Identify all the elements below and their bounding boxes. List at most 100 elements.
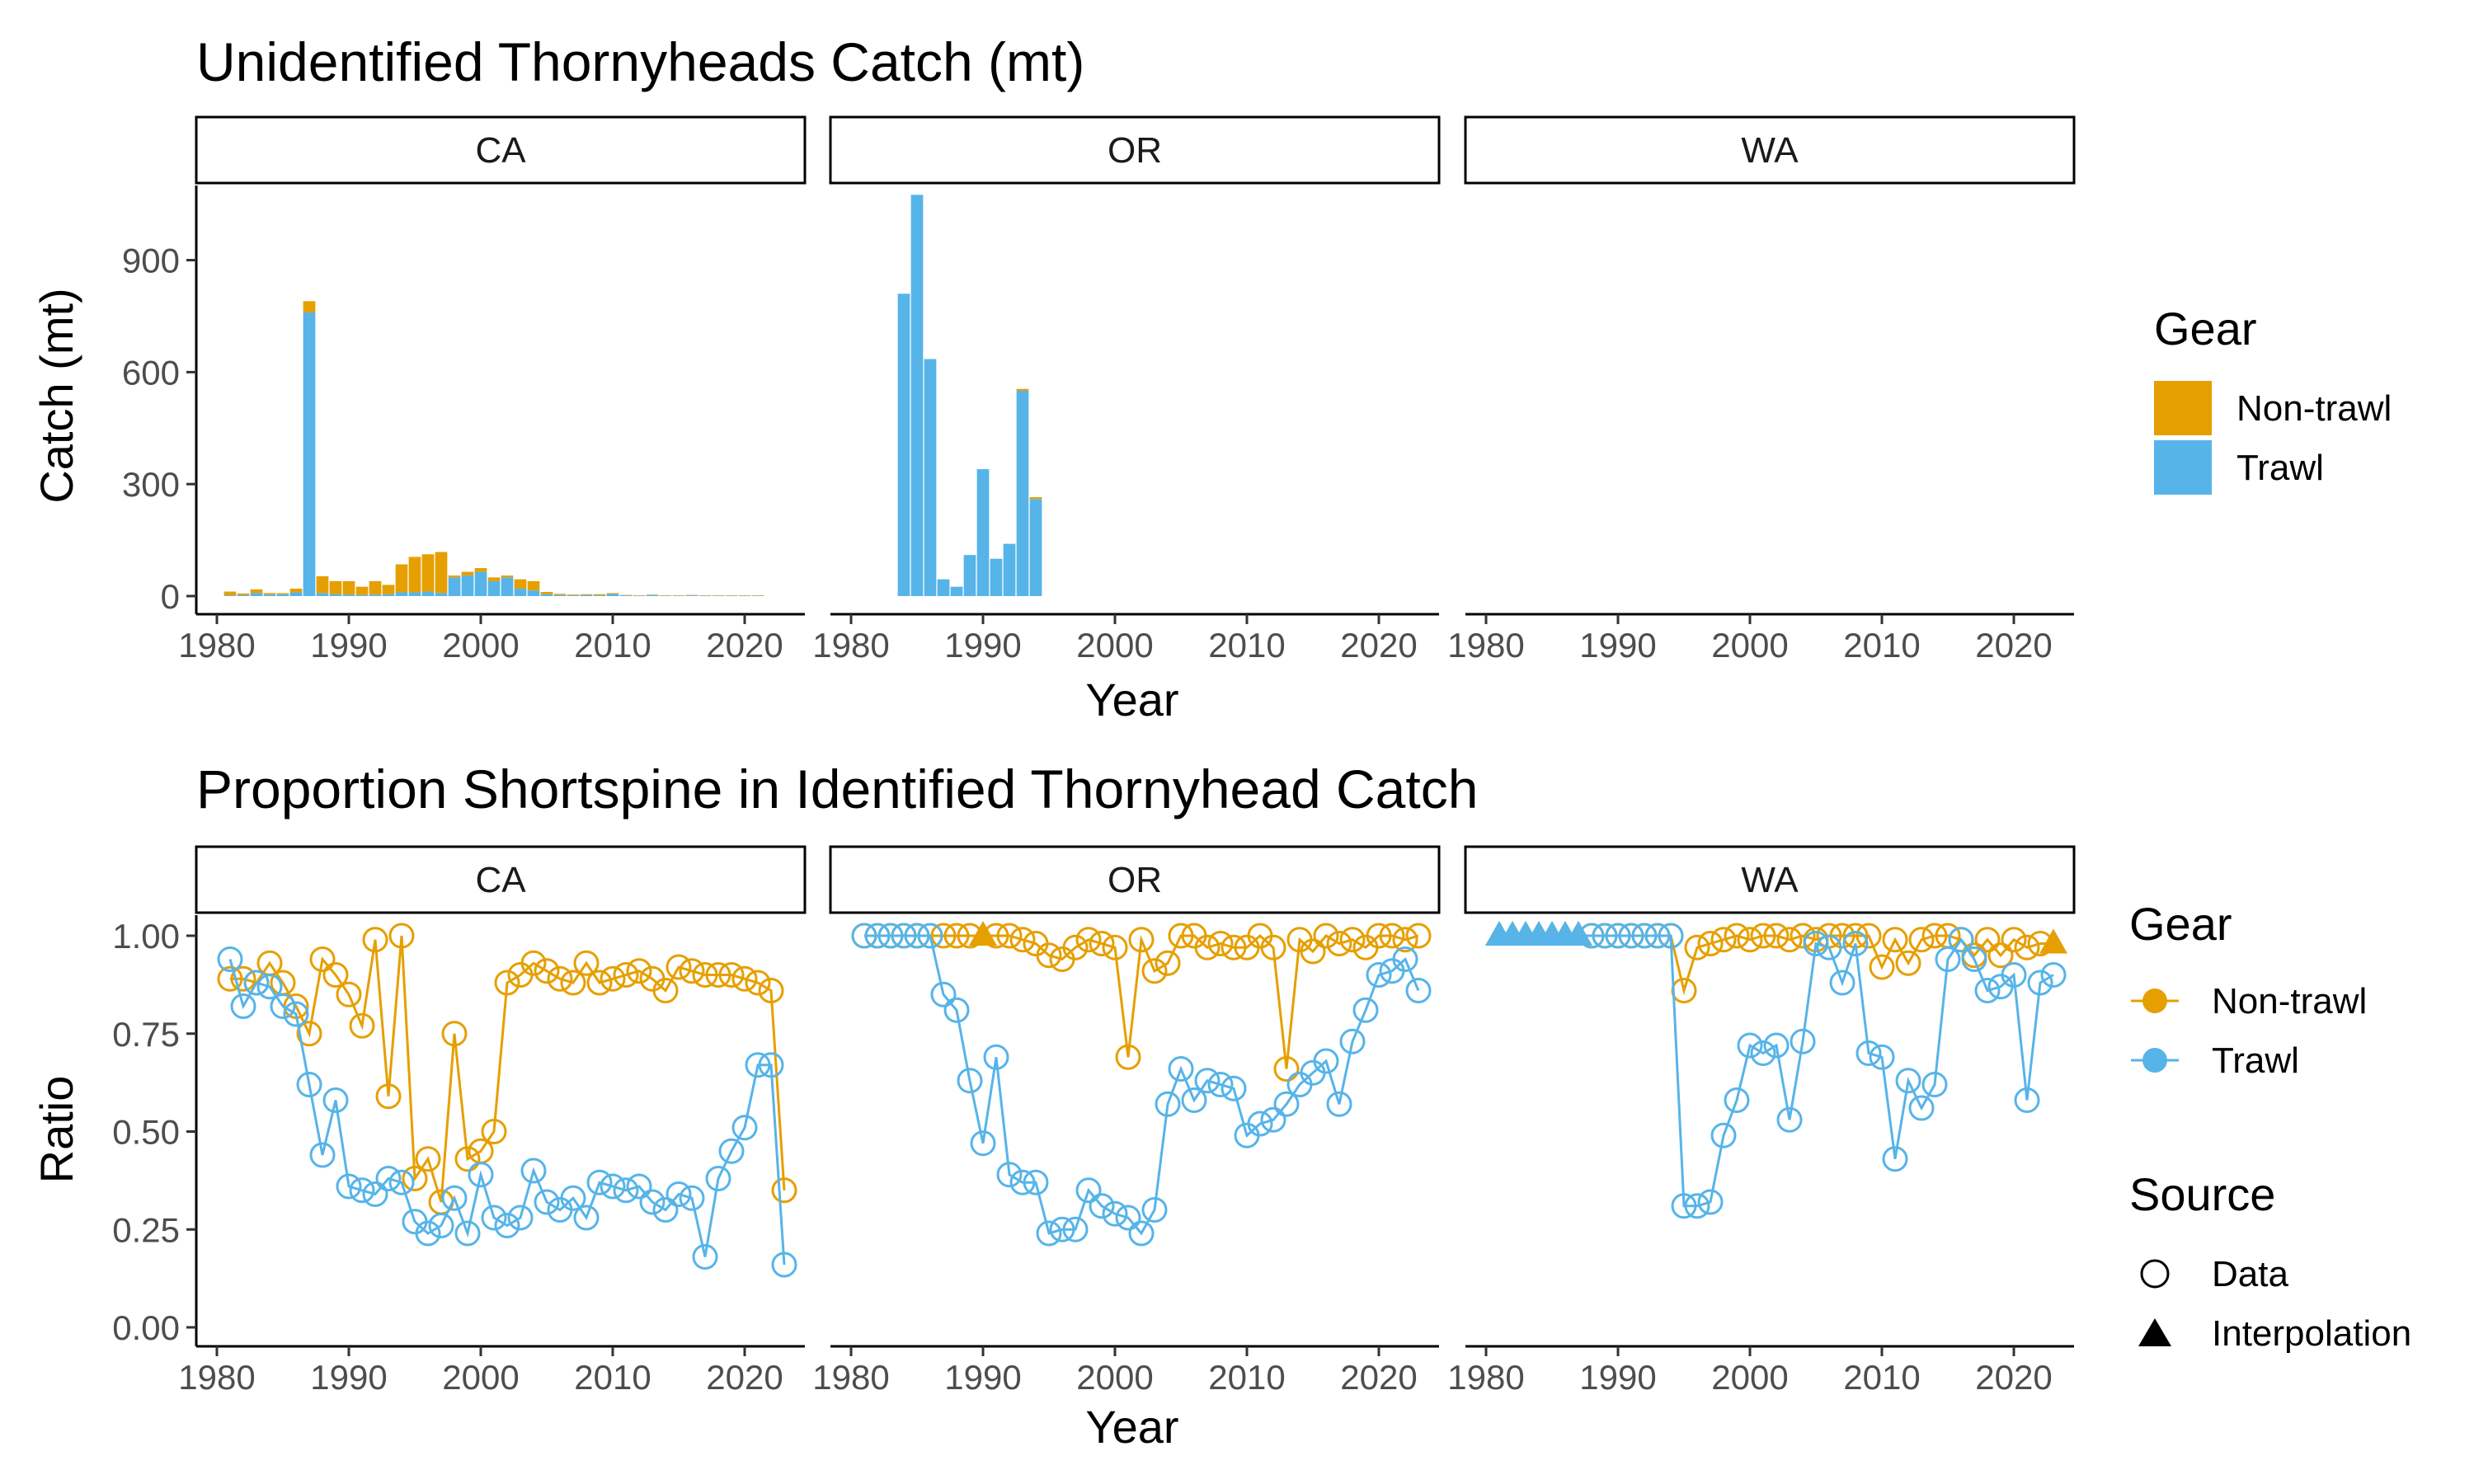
point-data-trawl-ca-2014 xyxy=(652,1197,679,1223)
y-tick-label: 0.75 xyxy=(112,1015,180,1054)
legend-key-non-trawl-bar xyxy=(2154,381,2212,435)
point-data-non-trawl-ca-1982 xyxy=(230,965,256,992)
bar-non-trawl-ca-2007 xyxy=(567,594,580,596)
point-data-trawl-wa-2013 xyxy=(1908,1095,1935,1121)
legend-key-data-circle xyxy=(2140,1259,2170,1289)
x-tick-label: 1980 xyxy=(178,1358,255,1397)
bar-non-trawl-ca-2008 xyxy=(580,594,593,595)
bar-trawl-ca-2003 xyxy=(514,588,527,596)
strip-or xyxy=(829,115,1441,185)
x-tick-label: 2000 xyxy=(1076,626,1153,665)
point-data-non-trawl-ca-2004 xyxy=(520,950,547,976)
bar-trawl-ca-2011 xyxy=(619,595,633,596)
point-data-trawl-ca-1987 xyxy=(296,1072,322,1097)
x-tick-label: 2000 xyxy=(1711,1358,1788,1397)
strip-wa xyxy=(1464,115,2076,185)
point-data-trawl-ca-1986 xyxy=(283,1001,309,1027)
catch-chart-title: Unidentified Thornyheads Catch (mt) xyxy=(196,31,1084,92)
point-data-non-trawl-or-2015 xyxy=(1300,938,1326,965)
point-data-trawl-or-2013 xyxy=(1273,1091,1300,1117)
point-data-non-trawl-or-2013 xyxy=(1273,1056,1300,1082)
x-tick-label: 2010 xyxy=(574,1358,651,1397)
bar-trawl-ca-2009 xyxy=(593,595,606,596)
point-data-trawl-ca-1999 xyxy=(454,1220,481,1247)
point-data-trawl-ca-2022 xyxy=(758,1052,784,1078)
point-data-trawl-or-2016 xyxy=(1313,1048,1339,1074)
bar-trawl-ca-2002 xyxy=(501,577,514,596)
point-interpolation-non-trawl-wa-2023 xyxy=(2039,928,2067,954)
point-data-trawl-ca-2008 xyxy=(573,1205,600,1231)
point-data-non-trawl-wa-2000 xyxy=(1737,927,1763,953)
bar-trawl-ca-1996 xyxy=(421,591,435,596)
point-data-non-trawl-or-1992 xyxy=(996,923,1023,949)
point-data-non-trawl-or-2009 xyxy=(1221,934,1247,960)
point-data-non-trawl-or-2016 xyxy=(1313,923,1339,949)
bar-non-trawl-ca-1991 xyxy=(355,586,369,595)
point-data-non-trawl-ca-1993 xyxy=(375,1083,402,1110)
point-data-trawl-ca-1992 xyxy=(362,1181,388,1207)
strip-label-or: OR xyxy=(1108,860,1162,900)
bar-non-trawl-ca-2009 xyxy=(593,594,606,596)
bar-trawl-ca-1984 xyxy=(263,594,276,596)
bar-trawl-ca-2001 xyxy=(487,580,501,596)
point-data-non-trawl-or-1993 xyxy=(1009,927,1036,953)
point-data-non-trawl-ca-2011 xyxy=(613,962,639,988)
point-data-trawl-wa-2012 xyxy=(1895,1068,1921,1094)
x-tick-label: 2000 xyxy=(442,626,519,665)
x-tick-label: 2020 xyxy=(1340,626,1417,665)
ratio-y-axis-title: Ratio xyxy=(31,1076,82,1184)
gear-legend-title: Gear xyxy=(2154,303,2257,355)
point-data-trawl-wa-2007 xyxy=(1829,970,1856,996)
point-data-non-trawl-ca-2012 xyxy=(626,958,652,984)
point-data-trawl-or-1995 xyxy=(1036,1220,1062,1247)
bar-non-trawl-ca-1997 xyxy=(435,552,448,594)
point-data-non-trawl-ca-2005 xyxy=(534,958,560,984)
bar-non-trawl-ca-2003 xyxy=(514,579,527,589)
point-data-trawl-ca-1997 xyxy=(428,1213,454,1238)
bar-trawl-ca-2000 xyxy=(474,571,487,596)
point-data-trawl-wa-2018 xyxy=(1974,978,2001,1003)
point-data-trawl-wa-1999 xyxy=(1724,1087,1750,1113)
point-data-non-trawl-wa-2018 xyxy=(1974,927,2001,953)
point-data-non-trawl-or-2008 xyxy=(1207,931,1234,956)
x-tick-label: 1980 xyxy=(812,626,889,665)
point-data-trawl-or-2006 xyxy=(1181,1087,1207,1113)
point-data-trawl-ca-2010 xyxy=(600,1173,626,1200)
bar-trawl-ca-2016 xyxy=(685,595,698,596)
point-data-non-trawl-or-1995 xyxy=(1036,942,1062,969)
bar-non-trawl-ca-1981 xyxy=(223,591,237,596)
x-tick-label: 2010 xyxy=(1208,626,1285,665)
legend-label-non-trawl: Non-trawl xyxy=(2236,388,2392,429)
x-tick-label: 2020 xyxy=(1975,626,2052,665)
y-tick-label: 0 xyxy=(161,577,180,616)
bar-trawl-or-1993 xyxy=(1016,391,1029,596)
point-data-non-trawl-ca-2016 xyxy=(679,958,705,984)
x-tick-label: 2010 xyxy=(574,626,651,665)
y-tick-label: 300 xyxy=(122,465,180,504)
point-data-trawl-ca-1990 xyxy=(336,1173,362,1200)
point-data-trawl-ca-2012 xyxy=(626,1173,652,1200)
point-data-non-trawl-wa-2003 xyxy=(1776,927,1803,953)
point-data-non-trawl-or-1997 xyxy=(1062,934,1089,960)
point-data-trawl-wa-1994 xyxy=(1658,923,1684,949)
point-data-trawl-wa-2001 xyxy=(1750,1040,1776,1066)
point-data-trawl-wa-1990 xyxy=(1605,923,1631,949)
bar-trawl-ca-1982 xyxy=(237,594,250,596)
strip-label-ca: CA xyxy=(475,860,526,900)
bar-trawl-ca-1994 xyxy=(395,592,408,596)
point-data-trawl-ca-1996 xyxy=(415,1220,441,1247)
point-data-trawl-wa-2003 xyxy=(1776,1106,1803,1133)
point-data-trawl-ca-2023 xyxy=(771,1252,797,1278)
x-tick-label: 2010 xyxy=(1208,1358,1285,1397)
point-data-non-trawl-ca-1995 xyxy=(402,1166,428,1191)
x-tick-label: 1990 xyxy=(944,1358,1021,1397)
point-data-non-trawl-ca-1999 xyxy=(454,1146,481,1172)
bar-non-trawl-or-1994 xyxy=(1029,497,1042,500)
x-tick-label: 1990 xyxy=(310,1358,387,1397)
point-data-trawl-ca-1989 xyxy=(322,1087,349,1113)
point-data-non-trawl-wa-2011 xyxy=(1882,927,1908,953)
x-tick-label: 2020 xyxy=(706,1358,783,1397)
point-data-trawl-wa-2010 xyxy=(1869,1044,1895,1070)
y-tick-label: 1.00 xyxy=(112,917,180,956)
x-tick-label: 1980 xyxy=(1447,1358,1524,1397)
